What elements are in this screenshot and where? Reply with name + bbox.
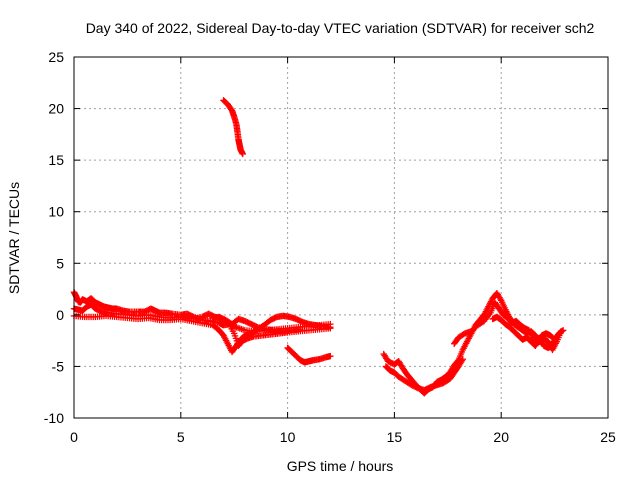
y-tick-label: 10 <box>48 204 64 220</box>
y-axis-label: SDTVAR / TECUs <box>6 182 22 294</box>
x-tick-label: 5 <box>177 429 185 445</box>
y-tick-label: -5 <box>52 358 65 374</box>
data-point <box>552 335 560 342</box>
series-arc-early-a <box>70 288 334 335</box>
series-arc-mid <box>284 344 334 366</box>
data-point <box>559 327 567 334</box>
data-layer <box>70 97 567 397</box>
tick-layer: 0 5 10 15 20 25 -10 -5 0 5 10 15 20 25 <box>44 49 616 445</box>
series-arc-late-b <box>382 356 466 394</box>
data-point <box>553 334 560 341</box>
series-arc-early-c <box>70 312 334 356</box>
x-tick-label: 25 <box>600 429 616 445</box>
x-tick-label: 20 <box>493 429 509 445</box>
y-tick-label: 25 <box>48 49 64 65</box>
data-point <box>297 326 304 333</box>
data-point <box>497 295 504 303</box>
data-point <box>327 324 334 331</box>
y-tick-label: 0 <box>56 307 64 323</box>
x-tick-label: 15 <box>387 429 403 445</box>
data-point <box>239 150 246 158</box>
data-point <box>327 352 334 360</box>
x-axis-label: GPS time / hours <box>287 458 394 474</box>
x-tick-label: 0 <box>70 429 78 445</box>
plot-frame <box>73 56 609 419</box>
series-arc-early-d <box>209 313 304 335</box>
y-tick-label: -10 <box>44 410 64 426</box>
data-point <box>458 357 466 364</box>
grid-layer <box>74 57 608 418</box>
series-arc-high <box>220 97 246 158</box>
data-point <box>459 356 466 363</box>
y-tick-label: 5 <box>56 255 64 271</box>
y-tick-label: 15 <box>48 152 64 168</box>
chart-title: Day 340 of 2022, Sidereal Day-to-day VTE… <box>86 20 595 36</box>
x-tick-label: 10 <box>280 429 296 445</box>
series-arc-late-d <box>489 313 560 352</box>
y-tick-label: 20 <box>48 101 64 117</box>
